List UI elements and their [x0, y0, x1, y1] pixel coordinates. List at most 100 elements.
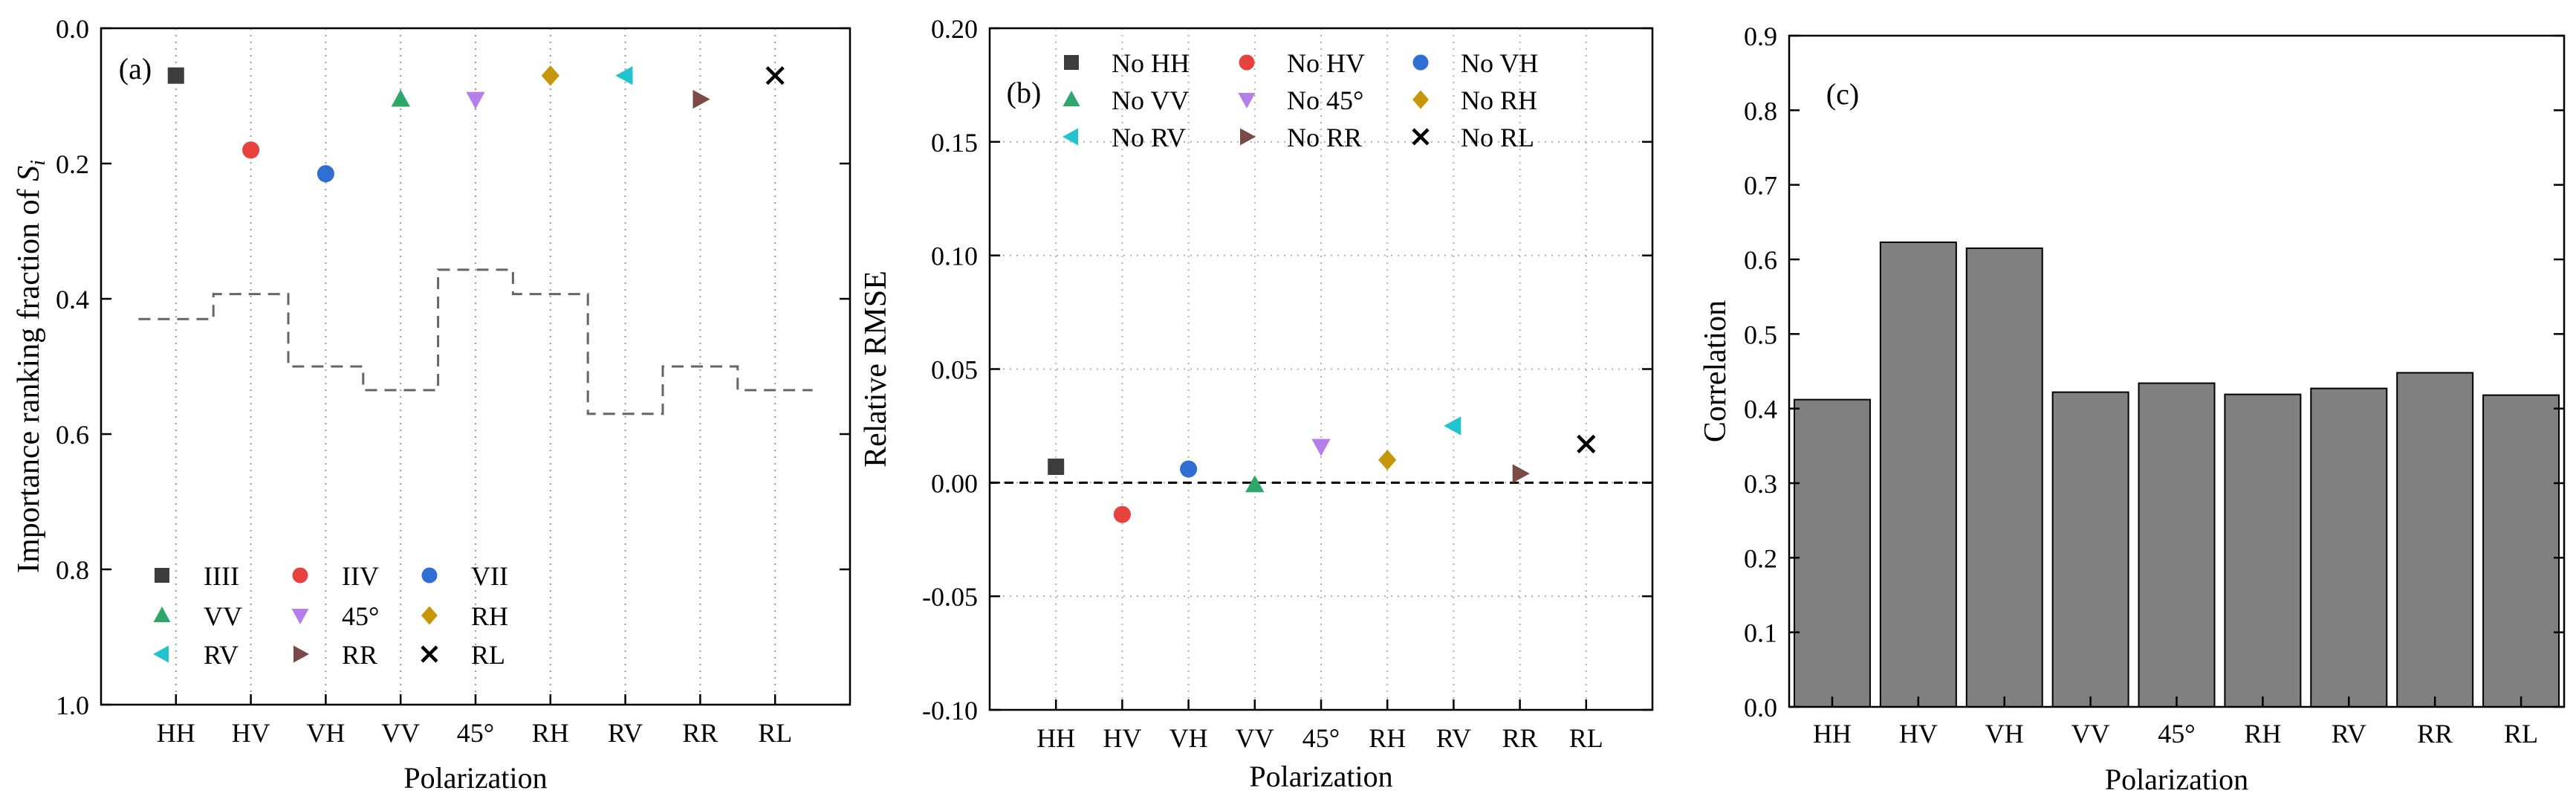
data-point-8 — [765, 66, 785, 85]
legend-marker — [1240, 128, 1256, 146]
legend-marker — [1062, 128, 1078, 146]
y-axis-label: Correlation — [1699, 300, 1733, 442]
x-tick-label: VV — [2071, 719, 2110, 749]
panel-label: (b) — [1007, 76, 1042, 109]
legend-label: No VV — [1112, 85, 1189, 115]
legend-label: No VH — [1461, 48, 1538, 78]
x-tick-label: HH — [1813, 719, 1852, 749]
data-point-0 — [1048, 458, 1065, 475]
legend-label: No HH — [1112, 48, 1190, 78]
x-axis-label: Polarization — [1249, 760, 1392, 793]
data-point-1 — [1113, 505, 1131, 523]
legend-marker — [1412, 90, 1429, 109]
y-tick-label: 0.9 — [1744, 22, 1777, 51]
bar-VV — [2051, 391, 2129, 708]
y-axis-label: Relative RMSE — [859, 271, 893, 468]
y-tick-label: 0.8 — [56, 555, 89, 585]
x-tick-label: RR — [2417, 719, 2453, 749]
legend-marker — [293, 645, 309, 663]
x-tick-label: VV — [1236, 723, 1274, 753]
data-point-6 — [615, 66, 633, 85]
legend-label: RV — [204, 640, 239, 670]
data-point-3 — [1245, 475, 1265, 493]
data-point-7 — [1512, 464, 1530, 483]
legend-label: No RV — [1112, 123, 1186, 152]
data-point-2 — [1180, 460, 1198, 478]
x-tick-label: VV — [381, 718, 420, 748]
y-tick-label: 0.6 — [1744, 245, 1777, 275]
x-axis-label: Polarization — [403, 761, 547, 795]
legend-marker — [421, 567, 438, 583]
legend-label: 45° — [342, 601, 379, 631]
y-tick-label: 0.8 — [1744, 96, 1777, 126]
x-tick-label: HH — [157, 718, 195, 748]
legend-marker — [155, 568, 169, 583]
y-axis-label: Importance ranking fraction of Si — [12, 160, 50, 573]
legend-marker — [153, 607, 171, 622]
legend-label: No RH — [1461, 85, 1537, 115]
bar-RR — [2396, 372, 2474, 708]
legend-marker — [1412, 54, 1429, 71]
panel-label: (c) — [1826, 77, 1859, 111]
y-tick-label: 0.1 — [1744, 618, 1777, 648]
legend-label: RR — [342, 640, 377, 670]
data-point-4 — [466, 91, 485, 109]
x-tick-label: RL — [2504, 719, 2538, 749]
legend-marker — [1239, 54, 1255, 71]
x-tick-label: HV — [1103, 723, 1141, 753]
data-point-2 — [317, 165, 334, 183]
bar-HH — [1793, 398, 1871, 708]
legend-marker — [292, 567, 308, 583]
x-tick-label: VH — [1169, 723, 1208, 753]
y-tick-label: 0.6 — [56, 420, 89, 450]
x-tick-label: 45° — [1302, 723, 1340, 753]
data-point-0 — [167, 67, 184, 84]
x-tick-label: HH — [1036, 723, 1075, 753]
step-line — [138, 268, 813, 416]
x-tick-label: RV — [2332, 719, 2366, 749]
y-tick-label: 0.2 — [1744, 543, 1777, 573]
data-point-7 — [692, 89, 710, 109]
legend-label: No RL — [1461, 123, 1534, 152]
panel-label: (a) — [119, 52, 152, 85]
data-point-5 — [541, 65, 559, 86]
data-point-1 — [242, 141, 260, 159]
x-tick-label: VH — [306, 718, 345, 748]
y-tick-label: 0.7 — [1744, 171, 1777, 201]
legend-marker — [291, 609, 309, 624]
y-tick-label: 0.4 — [1744, 395, 1777, 424]
legend-label: RH — [471, 601, 508, 631]
x-tick-label: HV — [232, 718, 270, 748]
x-tick-label: RH — [1369, 723, 1406, 753]
y-tick-label: -0.05 — [922, 582, 978, 612]
y-tick-label: 1.0 — [56, 691, 89, 720]
bar-45° — [2138, 382, 2216, 708]
legend-label: No RR — [1287, 123, 1362, 152]
x-axis-label: Polarization — [2105, 763, 2248, 796]
legend-marker — [153, 645, 169, 663]
legend-label: No HV — [1287, 48, 1365, 78]
y-tick-label: 0.00 — [931, 468, 978, 498]
data-point-3 — [391, 89, 410, 107]
x-tick-label: RH — [2244, 719, 2281, 749]
y-tick-label: 0.4 — [56, 285, 89, 314]
legend-marker — [1062, 91, 1080, 106]
y-tick-label: 0.0 — [56, 14, 89, 44]
bar-RV — [2310, 387, 2388, 708]
data-point-6 — [1444, 416, 1461, 436]
data-point-5 — [1378, 450, 1397, 471]
y-tick-label: 0.10 — [931, 242, 978, 271]
y-tick-label: 0.3 — [1744, 469, 1777, 499]
legend-marker — [1412, 128, 1430, 146]
y-tick-label: 0.15 — [931, 128, 978, 158]
data-point-4 — [1311, 439, 1331, 456]
bar-RH — [2224, 393, 2302, 708]
bar-HV — [1879, 241, 1957, 708]
bar-RL — [2482, 394, 2560, 708]
legend-label: IIV — [342, 561, 379, 591]
y-tick-label: 0.5 — [1744, 320, 1777, 349]
legend-marker — [421, 606, 438, 625]
legend-label: VII — [471, 561, 508, 591]
bar-VH — [1965, 247, 2043, 708]
